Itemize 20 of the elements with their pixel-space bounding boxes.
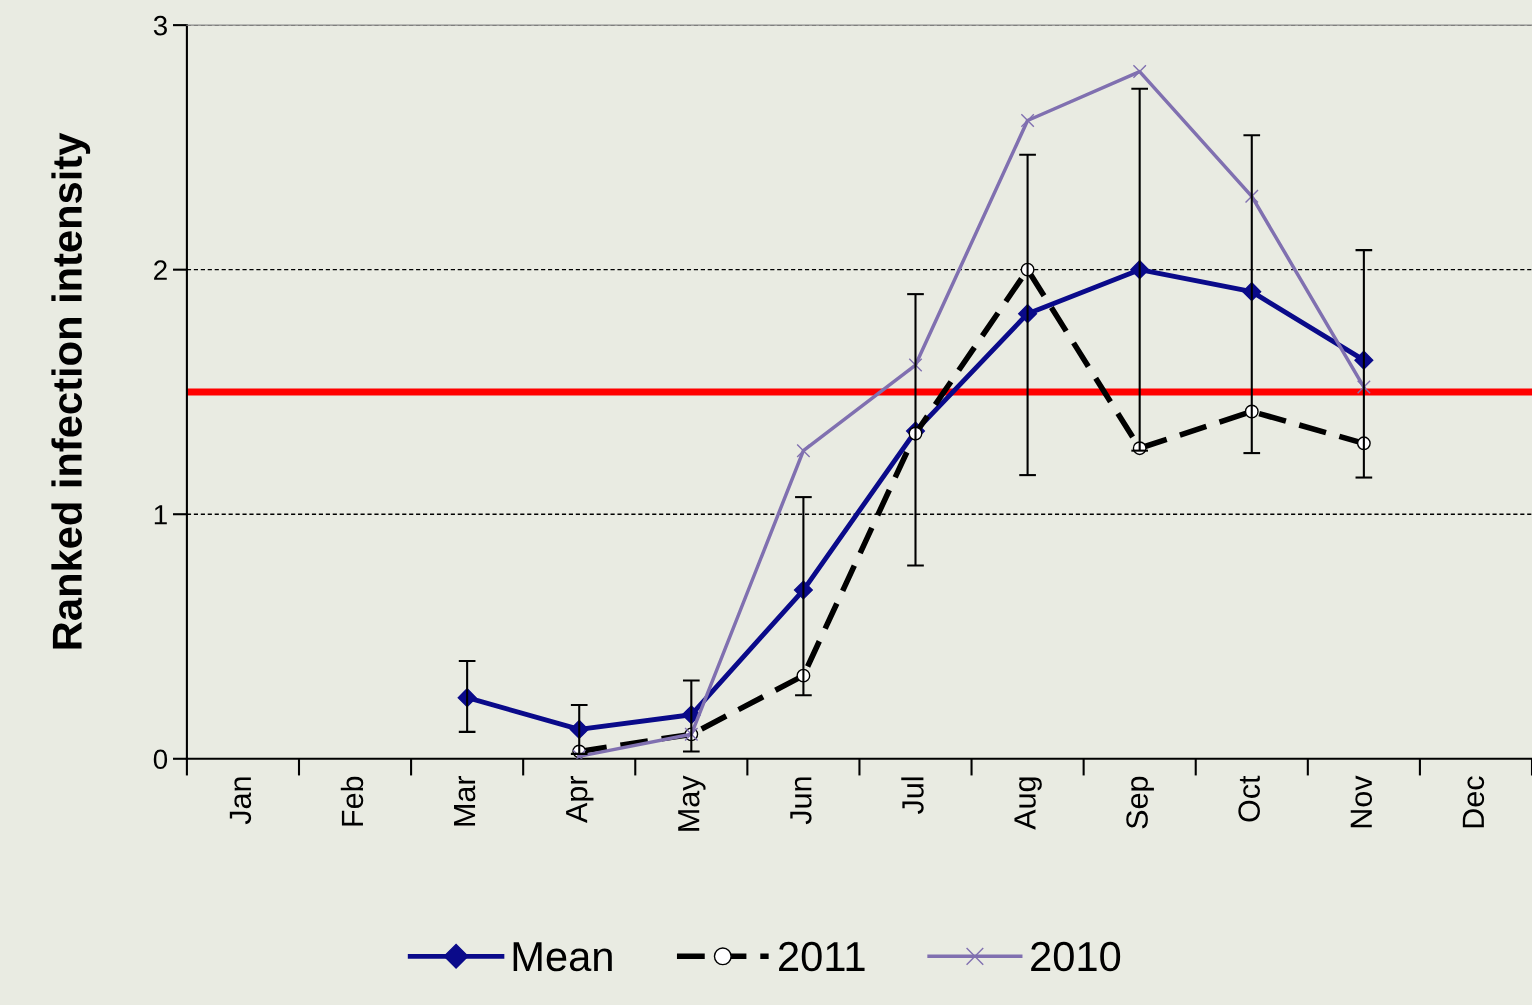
y-axis-title: Ranked infection intensity (51, 132, 91, 649)
x-tick-label: Sep (1126, 776, 1154, 829)
legend-label: 2010 (1031, 941, 1121, 972)
x-tick-label: Dec (1462, 776, 1485, 828)
x-tick-label: Apr (566, 775, 594, 823)
y-tick-label: 3 (153, 15, 167, 36)
x-tick-label: Nov (1350, 775, 1373, 828)
x-tick-label: Mar (454, 775, 476, 826)
legend-label: 2011 (779, 941, 865, 972)
x-tick-label: May (678, 775, 706, 831)
x-tick-label: Feb (340, 776, 364, 826)
x-tick-label: Jun (790, 777, 812, 825)
y-tick-label: 1 (154, 505, 167, 525)
y-tick-label: 2 (154, 260, 167, 280)
x-tick-label: Oct (1238, 775, 1260, 822)
x-tick-label: Jul (901, 777, 924, 815)
legend-label: Mean (513, 942, 612, 972)
x-tick-label: Aug (1014, 777, 1042, 830)
y-tick-label: 0 (153, 749, 168, 770)
x-tick-label: Jan (229, 777, 252, 825)
